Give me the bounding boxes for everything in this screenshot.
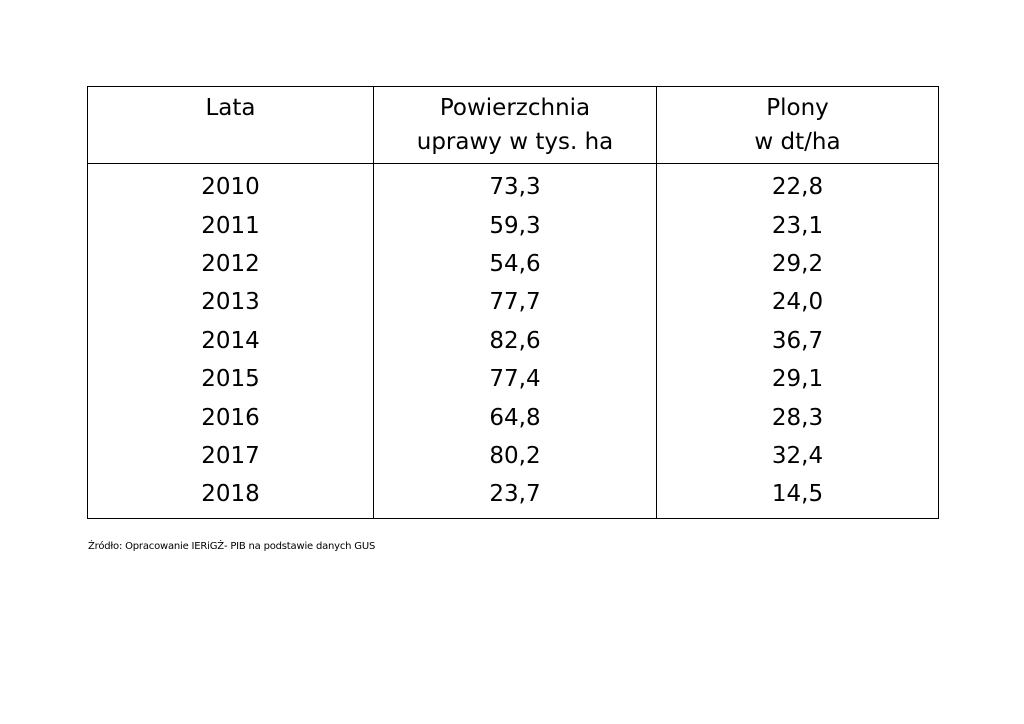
table-body: 2010 73,3 22,8 2011 59,3 23,1 2012 54,6 … [87,163,939,519]
header-years-line-1: Lata [205,95,256,121]
cell-yield: 14,5 [656,475,939,519]
table-row: 2010 73,3 22,8 [87,163,939,207]
cell-yield: 29,1 [656,359,939,399]
cell-year: 2011 [87,206,374,245]
cell-yield: 22,8 [656,163,939,207]
table-row: 2015 77,4 29,1 [87,359,939,399]
table-row: 2018 23,7 14,5 [87,475,939,519]
data-table: Lata Powierzchnia uprawy w tys. ha Plony… [87,86,939,519]
table-header: Lata Powierzchnia uprawy w tys. ha Plony… [87,86,939,164]
cell-area: 82,6 [373,321,657,360]
header-area-line-2: uprawy w tys. ha [416,129,614,155]
header-row: Lata Powierzchnia uprawy w tys. ha Plony… [87,86,939,164]
cell-area: 80,2 [373,436,657,476]
cell-area: 77,4 [373,359,657,399]
table-row: 2017 80,2 32,4 [87,436,939,476]
table-row: 2012 54,6 29,2 [87,244,939,284]
cell-yield: 24,0 [656,283,939,322]
source-note: Źródło: Opracowanie IERiGŻ- PIB na podst… [88,541,376,552]
cell-year: 2010 [87,163,374,207]
cell-yield: 36,7 [656,321,939,360]
cell-year: 2015 [87,359,374,399]
cell-year: 2014 [87,321,374,360]
cell-yield: 23,1 [656,206,939,245]
cell-area: 64,8 [373,398,657,437]
cell-area: 23,7 [373,475,657,519]
cell-year: 2017 [87,436,374,476]
table-row: 2013 77,7 24,0 [87,283,939,322]
header-yield: Plony w dt/ha [656,86,939,164]
cell-area: 59,3 [373,206,657,245]
cell-year: 2016 [87,398,374,437]
cell-yield: 28,3 [656,398,939,437]
cell-year: 2018 [87,475,374,519]
cell-yield: 32,4 [656,436,939,476]
cell-yield: 29,2 [656,244,939,284]
cell-year: 2012 [87,244,374,284]
cell-year: 2013 [87,283,374,322]
table-row: 2014 82,6 36,7 [87,321,939,360]
table-row: 2016 64,8 28,3 [87,398,939,437]
header-yield-line-1: Plony [766,95,829,121]
cell-area: 54,6 [373,244,657,284]
header-area: Powierzchnia uprawy w tys. ha [373,86,657,164]
header-years: Lata [87,86,374,164]
header-yield-line-2: w dt/ha [754,129,841,155]
table-row: 2011 59,3 23,1 [87,206,939,245]
cell-area: 73,3 [373,163,657,207]
cell-area: 77,7 [373,283,657,322]
header-area-line-1: Powierzchnia [439,95,591,121]
